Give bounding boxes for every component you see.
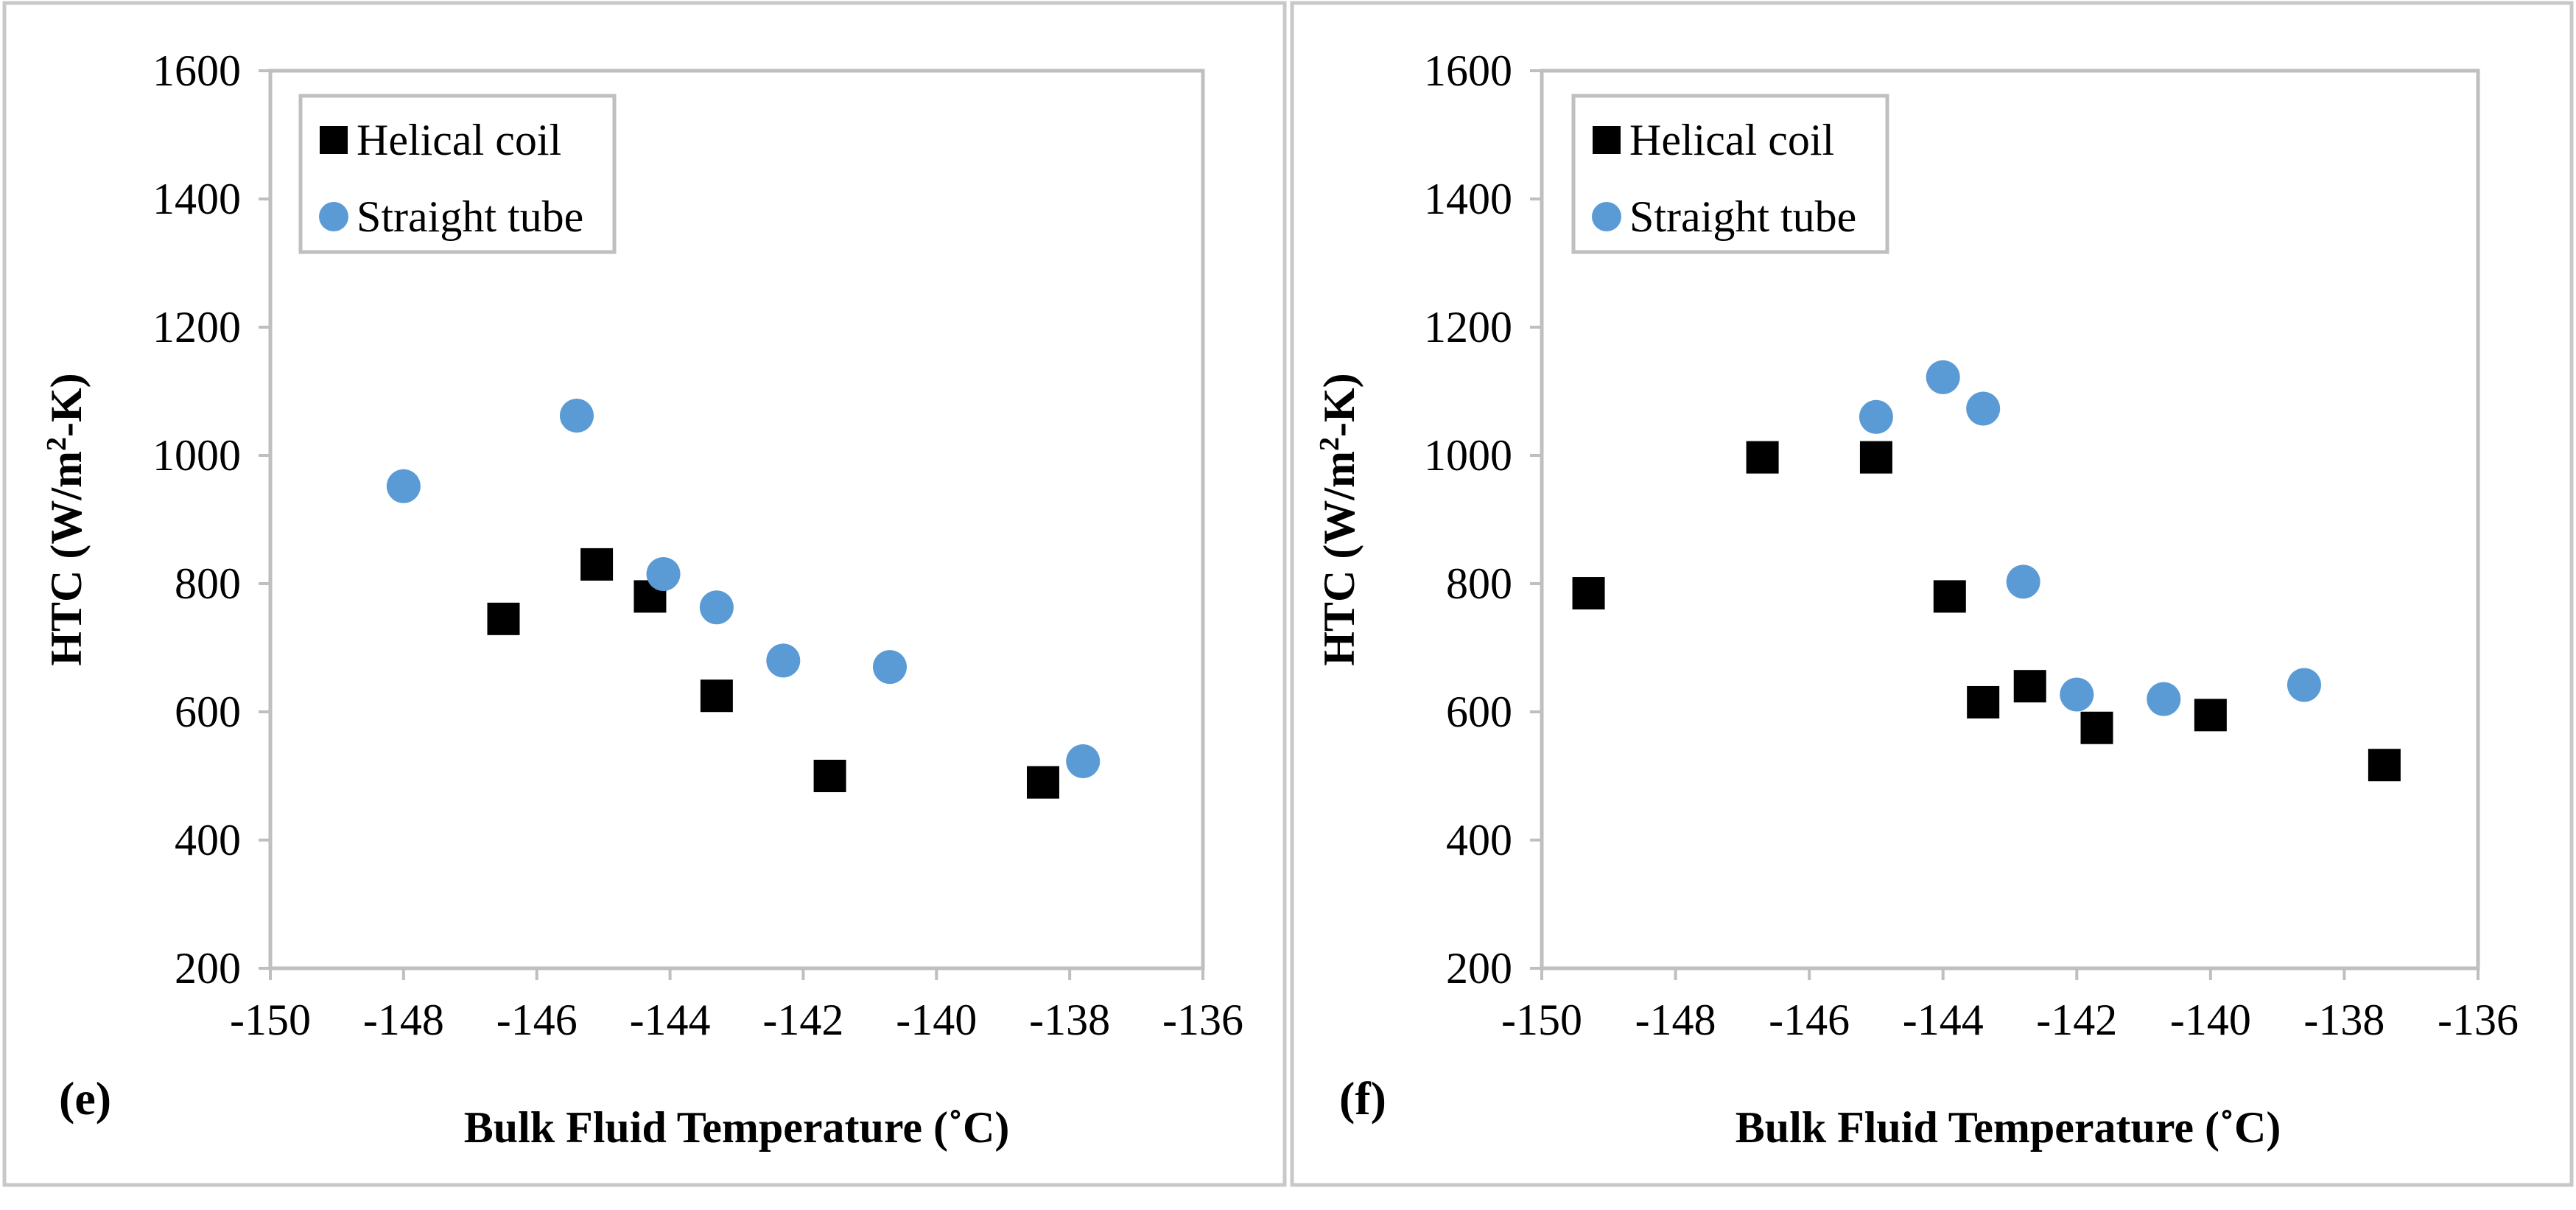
- x-tick-label: -148: [363, 996, 444, 1044]
- data-point-straight-tube: [1966, 391, 2001, 426]
- panel-e-frame: [2, 1, 1287, 1187]
- plot-area-border: [1540, 69, 2480, 971]
- x-tick-label: -150: [1501, 996, 1582, 1044]
- panel-label: (e): [59, 1072, 111, 1125]
- y-axis-title-main: HTC (W/m: [42, 451, 91, 666]
- data-point-straight-tube: [872, 650, 907, 685]
- data-point-straight-tube: [2147, 682, 2181, 716]
- data-point-helical-coil: [1026, 766, 1059, 799]
- data-point-helical-coil: [2080, 711, 2113, 744]
- data-point-helical-coil: [700, 679, 733, 713]
- y-axis-title-superscript: 2: [1314, 437, 1345, 451]
- y-axis-title-tail: -K): [1315, 373, 1364, 437]
- data-point-helical-coil: [2368, 749, 2401, 782]
- y-tick-label: 800: [175, 559, 241, 608]
- y-tick-label: 1000: [152, 431, 241, 480]
- y-tick-label: 1600: [152, 46, 241, 95]
- data-point-helical-coil: [1859, 441, 1892, 474]
- x-axis-title: Bulk Fluid Temperature (˚C): [464, 1103, 1010, 1152]
- data-point-helical-coil: [2013, 670, 2046, 703]
- data-point-helical-coil: [1933, 580, 1966, 613]
- y-axis-title-main: HTC (W/m: [1315, 451, 1364, 666]
- data-point-straight-tube: [2006, 564, 2040, 599]
- y-tick-label: 200: [1446, 944, 1512, 993]
- y-tick-label: 600: [175, 688, 241, 736]
- plot-area-border: [268, 69, 1205, 971]
- panel-label: (f): [1339, 1072, 1386, 1125]
- data-point-helical-coil: [1572, 577, 1605, 610]
- data-point-helical-coil: [580, 548, 614, 581]
- data-point-helical-coil: [813, 760, 846, 792]
- legend-marker-circle: [319, 202, 348, 231]
- data-point-straight-tube: [386, 469, 421, 503]
- y-axis-title-superscript: 2: [41, 437, 72, 451]
- data-point-straight-tube: [559, 399, 594, 433]
- data-point-straight-tube: [1859, 399, 1893, 434]
- x-tick-label: -138: [2303, 996, 2384, 1044]
- x-tick-label: -144: [630, 996, 711, 1044]
- chart-panel-f: -150 -148 -146 -144 -142 -140 -138 -136 200 400 60…: [1314, 46, 2519, 1152]
- x-tick-label: -140: [896, 996, 977, 1044]
- x-tick-label: -146: [496, 996, 578, 1044]
- y-tick-label: 400: [1446, 816, 1512, 864]
- y-tick-label: 1600: [1424, 46, 1512, 95]
- data-point-straight-tube: [2060, 677, 2094, 712]
- x-tick-label: -148: [1635, 996, 1716, 1044]
- data-point-straight-tube: [1926, 360, 1960, 394]
- panel-f-frame: [1290, 1, 2574, 1187]
- y-tick-label: 400: [175, 816, 241, 864]
- legend-label: Helical coil: [357, 116, 561, 164]
- y-tick-label: 1400: [1424, 175, 1512, 223]
- y-tick-label: 800: [1446, 559, 1512, 608]
- x-tick-label: -144: [1903, 996, 1984, 1044]
- legend-label: Straight tube: [357, 192, 583, 241]
- x-tick-label: -146: [1769, 996, 1850, 1044]
- chart-panel-e: -150 -148 -146 -144 -142 -140 -138 -136 200 400 60…: [41, 46, 1243, 1152]
- x-tick-label: -140: [2170, 996, 2251, 1044]
- y-tick-label: 600: [1446, 688, 1512, 736]
- data-point-helical-coil: [487, 602, 520, 635]
- data-point-straight-tube: [699, 590, 734, 625]
- x-tick-label: -136: [1162, 996, 1243, 1044]
- y-tick-label: 1200: [1424, 303, 1512, 352]
- legend-marker-circle: [1592, 202, 1621, 231]
- y-axis-title: HTC (W/m2-K): [1314, 373, 1364, 665]
- y-tick-label: 1000: [1424, 431, 1512, 480]
- legend-box: [298, 94, 617, 254]
- x-tick-label: -142: [2036, 996, 2117, 1044]
- y-axis-title-tail: -K): [42, 373, 91, 437]
- x-axis-title: Bulk Fluid Temperature (˚C): [1736, 1103, 2281, 1152]
- x-tick-label: -150: [230, 996, 311, 1044]
- y-tick-label: 1200: [152, 303, 241, 352]
- legend-label: Helical coil: [1629, 116, 1834, 164]
- data-point-straight-tube: [646, 556, 681, 591]
- data-point-straight-tube: [766, 643, 801, 678]
- legend-marker-square: [1593, 126, 1621, 154]
- data-point-helical-coil: [1746, 441, 1779, 474]
- y-axis-title: HTC (W/m2-K): [41, 373, 91, 665]
- x-tick-label: -136: [2438, 996, 2519, 1044]
- x-tick-label: -142: [762, 996, 843, 1044]
- data-point-straight-tube: [1066, 744, 1101, 778]
- y-tick-label: 1400: [152, 175, 241, 223]
- x-tick-label: -138: [1029, 996, 1110, 1044]
- legend-marker-square: [320, 126, 348, 154]
- data-point-helical-coil: [1967, 685, 2000, 718]
- data-point-straight-tube: [2287, 668, 2321, 702]
- legend-label: Straight tube: [1629, 192, 1856, 241]
- y-tick-label: 200: [175, 944, 241, 993]
- data-point-helical-coil: [2194, 699, 2227, 732]
- legend-box: [1571, 94, 1889, 254]
